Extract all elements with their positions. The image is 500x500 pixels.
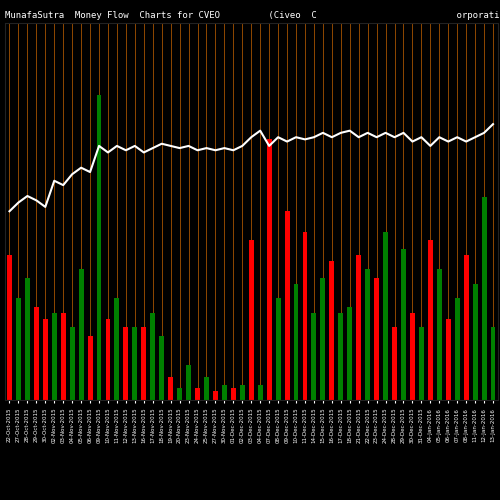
Bar: [222, 386, 227, 400]
Bar: [177, 388, 182, 400]
Bar: [7, 255, 12, 400]
Bar: [490, 328, 496, 400]
Bar: [312, 313, 316, 400]
Bar: [60, 313, 66, 400]
Text: MunafaSutra  Money Flow  Charts for CVEO         (Civeo  C                      : MunafaSutra Money Flow Charts for CVEO (…: [5, 12, 500, 20]
Bar: [446, 318, 450, 400]
Bar: [428, 240, 433, 400]
Bar: [186, 365, 191, 400]
Bar: [195, 388, 200, 400]
Bar: [88, 336, 92, 400]
Bar: [114, 298, 119, 400]
Bar: [70, 328, 74, 400]
Bar: [401, 249, 406, 400]
Bar: [34, 307, 39, 400]
Bar: [454, 298, 460, 400]
Bar: [266, 138, 272, 400]
Bar: [294, 284, 298, 400]
Bar: [419, 328, 424, 400]
Bar: [204, 377, 209, 400]
Bar: [249, 240, 254, 400]
Bar: [150, 313, 155, 400]
Bar: [231, 388, 236, 400]
Bar: [472, 284, 478, 400]
Bar: [383, 232, 388, 400]
Bar: [258, 386, 262, 400]
Bar: [159, 336, 164, 400]
Bar: [330, 260, 334, 400]
Bar: [16, 298, 21, 400]
Bar: [464, 255, 468, 400]
Bar: [124, 328, 128, 400]
Bar: [302, 232, 308, 400]
Bar: [348, 307, 352, 400]
Bar: [25, 278, 30, 400]
Bar: [142, 328, 146, 400]
Bar: [106, 318, 110, 400]
Bar: [392, 328, 397, 400]
Bar: [482, 196, 486, 400]
Bar: [437, 270, 442, 400]
Bar: [43, 318, 48, 400]
Bar: [365, 270, 370, 400]
Bar: [213, 392, 218, 400]
Bar: [96, 95, 102, 400]
Bar: [284, 211, 290, 400]
Bar: [356, 255, 361, 400]
Bar: [276, 298, 280, 400]
Bar: [338, 313, 344, 400]
Bar: [168, 377, 173, 400]
Bar: [78, 270, 84, 400]
Bar: [240, 386, 245, 400]
Bar: [410, 313, 415, 400]
Bar: [320, 278, 326, 400]
Bar: [52, 313, 56, 400]
Bar: [374, 278, 379, 400]
Bar: [132, 328, 138, 400]
